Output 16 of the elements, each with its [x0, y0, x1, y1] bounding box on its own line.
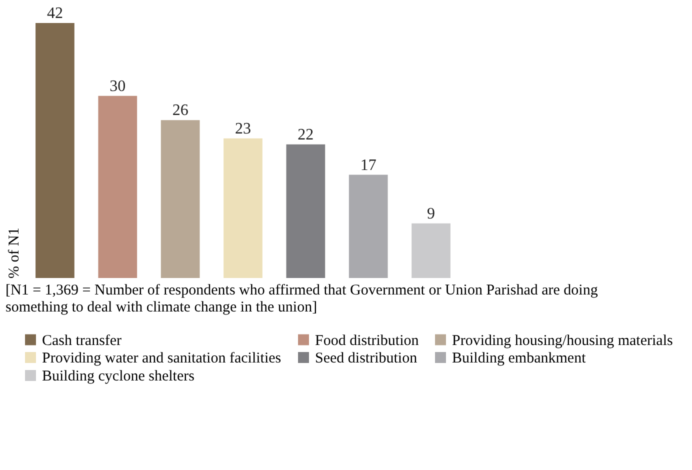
legend-label: Providing water and sanitation facilities [42, 350, 282, 366]
data-label: 42 [46, 5, 63, 22]
data-label: 22 [298, 126, 314, 144]
legend-label: Seed distribution [315, 350, 418, 366]
legend-label: Food distribution [315, 332, 420, 349]
y-axis-title: % of N1 [6, 228, 22, 278]
legend-label: Providing housing/housing materials [452, 332, 673, 349]
data-label: 9 [427, 205, 436, 222]
legend-label: Building cyclone shelters [42, 368, 195, 384]
legend-label: Cash transfer [42, 332, 122, 349]
legend-label: Building embankment [452, 350, 587, 366]
data-label: 23 [235, 120, 251, 138]
data-label: 26 [172, 102, 188, 120]
data-label: 17 [360, 156, 376, 174]
data-label: 30 [110, 78, 126, 95]
text: [N1 = 1,369 = Number of respondents who affirmed that Government or Union Parishad are doing something to deal with climate change in the union] [6, 282, 598, 316]
